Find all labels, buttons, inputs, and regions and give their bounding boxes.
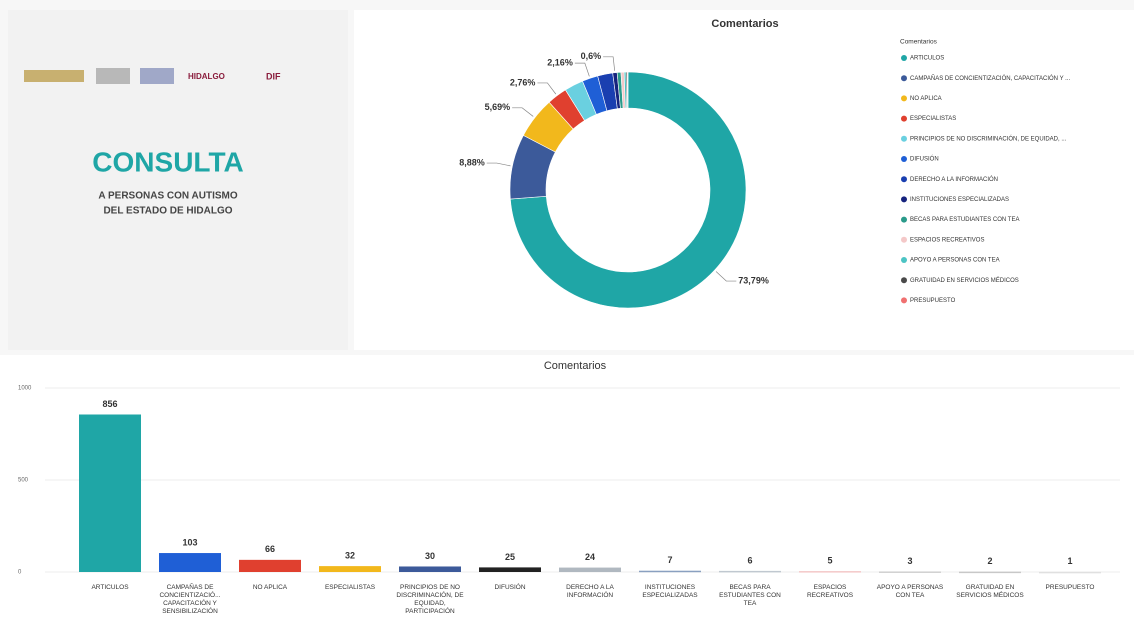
x-tick-label: INSTITUCIONES ESPECIALIZADAS: [642, 584, 698, 600]
legend-label: GRATUIDAD EN SERVICIOS MÉDICOS: [910, 277, 1019, 284]
data-label: 5: [827, 555, 832, 565]
data-label: 2,76%: [510, 77, 536, 87]
data-label: 25: [505, 552, 515, 562]
legend-marker: [901, 216, 907, 223]
x-tick-label: NO APLICA: [252, 584, 288, 591]
y-tick-label: 500: [18, 478, 29, 484]
leader-line: [486, 162, 511, 167]
legend-marker: [901, 297, 907, 304]
donut-slice: [510, 71, 747, 309]
title: CONSULTA: [92, 146, 243, 177]
x-tick-label: DIFUSIÓN: [494, 584, 526, 591]
data-label: 5,69%: [485, 102, 511, 112]
intro-panel: [8, 10, 348, 350]
y-tick-label: 1000: [18, 386, 32, 392]
data-label: 2,16%: [547, 58, 573, 68]
data-label: 3: [907, 556, 912, 566]
legend-label: ARTICULOS: [910, 56, 944, 62]
x-tick-label: ESPECIALISTAS: [324, 584, 376, 591]
leader-line: [574, 62, 590, 77]
x-tick-label: APOYO A PERSONAS CON TEA: [876, 584, 944, 600]
data-label: 103: [182, 537, 197, 547]
legend-marker: [901, 277, 907, 284]
leader-line: [715, 271, 737, 282]
bar: [1039, 571, 1101, 574]
legend-marker: [901, 135, 907, 142]
leader-line: [537, 82, 557, 95]
bar-panel: [0, 355, 1134, 637]
legend-title: Comentarios: [900, 39, 938, 46]
legend-marker: [901, 236, 907, 243]
bar: [799, 571, 861, 573]
data-label: 6: [747, 555, 752, 565]
data-label: 32: [345, 550, 355, 560]
subtitle: DEL ESTADO DE HIDALGO: [103, 206, 232, 217]
logo: [140, 68, 174, 84]
bar: [879, 571, 941, 573]
bar: [239, 559, 301, 572]
x-tick-label: ARTICULOS: [91, 584, 129, 591]
data-label: 30: [425, 551, 435, 561]
data-label: 24: [585, 552, 595, 562]
logo-text: HIDALGO: [188, 72, 225, 81]
bar: [319, 566, 381, 572]
data-label: 2: [987, 556, 992, 566]
legend-label: INSTITUCIONES ESPECIALIZADAS: [910, 197, 1009, 203]
data-label: 66: [265, 544, 275, 554]
legend-marker: [901, 55, 907, 61]
bar: [559, 567, 621, 572]
logo: [96, 68, 130, 84]
x-tick-label: CAMPAÑAS DE CONCIENTIZACIÓ... CAPACITACI…: [159, 584, 221, 616]
leader-line: [603, 56, 616, 71]
bar: [639, 570, 701, 573]
legend-label: CAMPAÑAS DE CONCIENTIZACIÓN, CAPACITACIÓ…: [910, 75, 1070, 82]
legend-marker: [901, 196, 907, 203]
legend-marker: [901, 257, 907, 263]
legend-marker: [901, 176, 907, 183]
bar: [79, 414, 141, 572]
x-tick-label: GRATUIDAD EN SERVICIOS MÉDICOS: [956, 584, 1024, 600]
data-label: 856: [102, 399, 117, 409]
leader-line: [512, 107, 534, 117]
legend-marker: [901, 95, 907, 102]
legend-marker: [901, 115, 907, 122]
data-label: 0,6%: [581, 51, 602, 61]
legend-label: ESPACIOS RECREATIVOS: [910, 237, 984, 243]
legend-label: APOYO A PERSONAS CON TEA: [910, 258, 1000, 264]
x-tick-label: BECAS PARA ESTUDIANTES CON TEA: [719, 584, 781, 608]
bar: [959, 571, 1021, 574]
legend-label: DIFUSIÓN: [910, 156, 939, 163]
data-label: 73,79%: [738, 275, 769, 285]
logo-text: DIF: [266, 71, 281, 81]
bar: [479, 567, 541, 572]
x-tick-label: PRESUPUESTO: [1045, 584, 1095, 591]
legend-label: BECAS PARA ESTUDIANTES CON TEA: [910, 217, 1019, 223]
legend-label: PRINCIPIOS DE NO DISCRIMINACIÓN, DE EQUI…: [910, 135, 1067, 142]
bar: [159, 553, 221, 572]
x-tick-label: ESPACIOS RECREATIVOS: [806, 584, 854, 600]
data-label: 7: [667, 555, 672, 565]
logo: [24, 70, 84, 82]
y-tick-label: 0: [18, 570, 22, 576]
legend-marker: [901, 75, 907, 82]
legend-marker: [901, 156, 907, 162]
subtitle: A PERSONAS CON AUTISMO: [98, 191, 237, 202]
legend-label: NO APLICA: [910, 96, 942, 102]
legend-label: ESPECIALISTAS: [910, 116, 956, 122]
chart-title: Comentarios: [711, 18, 778, 30]
legend-label: DERECHO A LA INFORMACIÓN: [910, 176, 998, 183]
bar: [399, 566, 461, 572]
legend-label: PRESUPUESTO: [910, 298, 956, 304]
donut-slice: [627, 71, 629, 109]
chart-title: Comentarios: [544, 360, 607, 372]
bar: [719, 570, 781, 573]
x-tick-label: PRINCIPIOS DE NO DISCRIMINACIÓN, DE EQUI…: [396, 584, 464, 616]
data-label: 8,88%: [459, 157, 485, 167]
x-tick-label: DERECHO A LA INFORMACIÓN: [566, 584, 614, 600]
data-label: 1: [1067, 556, 1072, 566]
